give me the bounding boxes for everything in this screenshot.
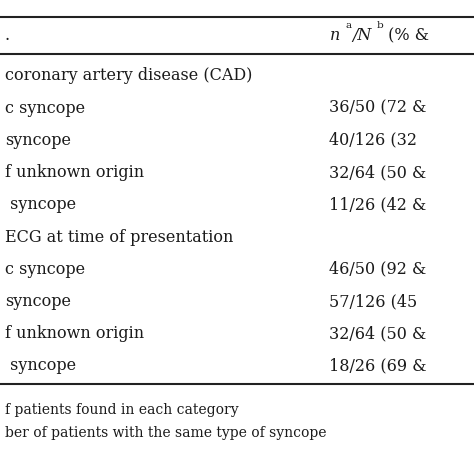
- Text: 57/126 (45: 57/126 (45: [329, 293, 418, 310]
- Text: a: a: [345, 21, 351, 29]
- Text: coronary artery disease (CAD): coronary artery disease (CAD): [5, 67, 252, 84]
- Text: 32/64 (50 &: 32/64 (50 &: [329, 164, 427, 181]
- Text: ber of patients with the same type of syncope: ber of patients with the same type of sy…: [5, 427, 326, 440]
- Text: ECG at time of presentation: ECG at time of presentation: [5, 228, 233, 246]
- Text: 36/50 (72 &: 36/50 (72 &: [329, 100, 427, 117]
- Text: f patients found in each category: f patients found in each category: [5, 403, 238, 417]
- Text: n: n: [329, 27, 340, 44]
- Text: .: .: [5, 27, 10, 44]
- Text: 40/126 (32: 40/126 (32: [329, 132, 418, 149]
- Text: syncope: syncope: [5, 293, 71, 310]
- Text: 18/26 (69 &: 18/26 (69 &: [329, 357, 427, 374]
- Text: syncope: syncope: [5, 196, 76, 213]
- Text: syncope: syncope: [5, 132, 71, 149]
- Text: syncope: syncope: [5, 357, 76, 374]
- Text: f unknown origin: f unknown origin: [5, 164, 144, 181]
- Text: 11/26 (42 &: 11/26 (42 &: [329, 196, 427, 213]
- Text: (% &: (% &: [383, 27, 429, 44]
- Text: 32/64 (50 &: 32/64 (50 &: [329, 325, 427, 342]
- Text: 46/50 (92 &: 46/50 (92 &: [329, 261, 427, 278]
- Text: c syncope: c syncope: [5, 100, 85, 117]
- Text: f unknown origin: f unknown origin: [5, 325, 144, 342]
- Text: /N: /N: [352, 27, 372, 44]
- Text: c syncope: c syncope: [5, 261, 85, 278]
- Text: b: b: [376, 21, 383, 29]
